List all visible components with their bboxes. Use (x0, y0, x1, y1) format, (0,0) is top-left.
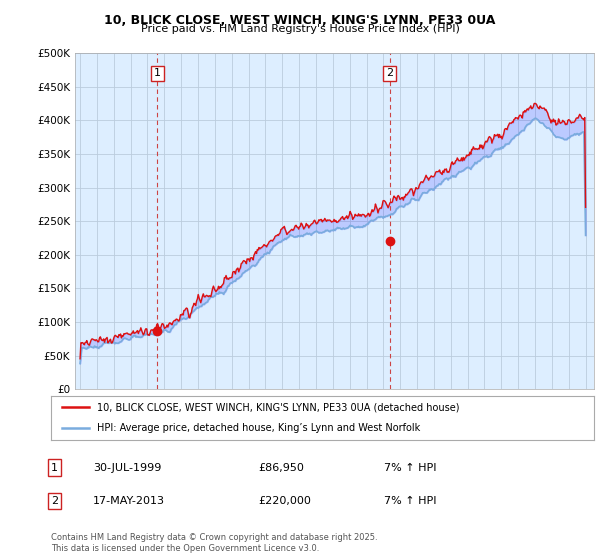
Text: £86,950: £86,950 (258, 463, 304, 473)
Text: HPI: Average price, detached house, King’s Lynn and West Norfolk: HPI: Average price, detached house, King… (97, 423, 421, 433)
Text: 2: 2 (51, 496, 58, 506)
Text: 1: 1 (51, 463, 58, 473)
Text: 2: 2 (386, 68, 394, 78)
Text: 10, BLICK CLOSE, WEST WINCH, KING'S LYNN, PE33 0UA: 10, BLICK CLOSE, WEST WINCH, KING'S LYNN… (104, 14, 496, 27)
Text: 7% ↑ HPI: 7% ↑ HPI (384, 496, 437, 506)
Text: 30-JUL-1999: 30-JUL-1999 (93, 463, 161, 473)
Text: 17-MAY-2013: 17-MAY-2013 (93, 496, 165, 506)
Text: 10, BLICK CLOSE, WEST WINCH, KING'S LYNN, PE33 0UA (detached house): 10, BLICK CLOSE, WEST WINCH, KING'S LYNN… (97, 402, 460, 412)
Text: Contains HM Land Registry data © Crown copyright and database right 2025.
This d: Contains HM Land Registry data © Crown c… (51, 533, 377, 553)
Text: Price paid vs. HM Land Registry's House Price Index (HPI): Price paid vs. HM Land Registry's House … (140, 24, 460, 34)
Text: 7% ↑ HPI: 7% ↑ HPI (384, 463, 437, 473)
Text: 1: 1 (154, 68, 161, 78)
Text: £220,000: £220,000 (258, 496, 311, 506)
